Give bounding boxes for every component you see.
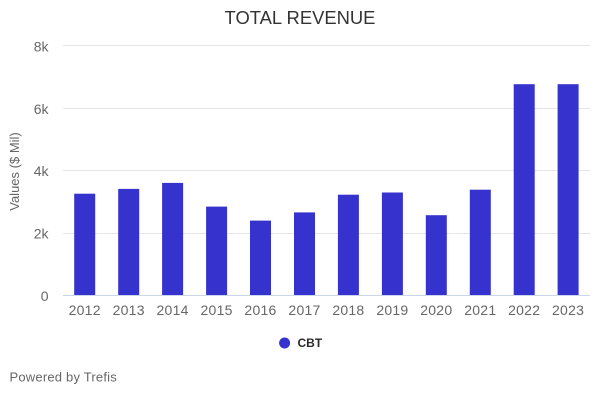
svg-text:2021: 2021 — [464, 302, 496, 318]
svg-text:8k: 8k — [34, 38, 50, 54]
svg-text:TOTAL REVENUE: TOTAL REVENUE — [225, 7, 376, 28]
svg-text:2017: 2017 — [288, 302, 320, 318]
svg-text:CBT: CBT — [298, 336, 323, 350]
svg-text:2012: 2012 — [69, 302, 101, 318]
svg-text:2013: 2013 — [113, 302, 145, 318]
svg-text:Powered by Trefis: Powered by Trefis — [10, 370, 118, 385]
svg-text:4k: 4k — [34, 163, 50, 179]
svg-text:2015: 2015 — [201, 302, 233, 318]
svg-text:0: 0 — [41, 288, 49, 304]
svg-text:2023: 2023 — [552, 302, 584, 318]
svg-text:2020: 2020 — [420, 302, 452, 318]
svg-text:2016: 2016 — [244, 302, 276, 318]
svg-text:2k: 2k — [34, 226, 50, 242]
svg-text:2022: 2022 — [508, 302, 540, 318]
svg-text:6k: 6k — [34, 101, 50, 117]
svg-text:2018: 2018 — [332, 302, 364, 318]
svg-text:Values ($ Mil): Values ($ Mil) — [7, 132, 22, 211]
svg-text:2019: 2019 — [376, 302, 408, 318]
svg-text:2014: 2014 — [157, 302, 189, 318]
